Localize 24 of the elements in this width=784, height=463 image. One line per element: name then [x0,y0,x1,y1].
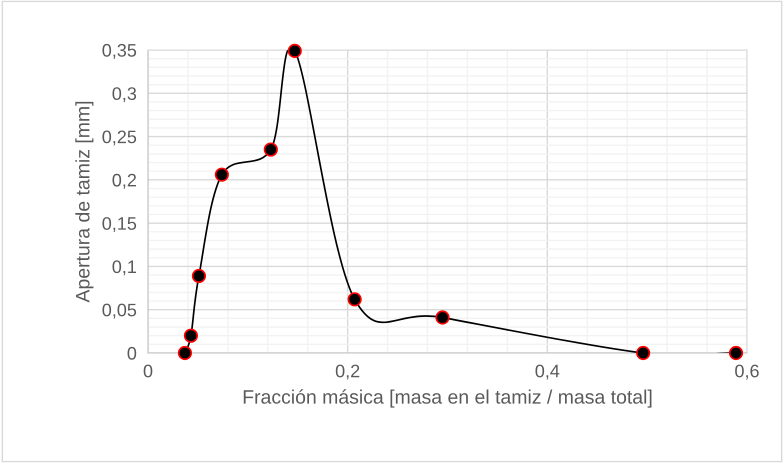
point [192,268,206,284]
y-tick-label: 0,3 [112,87,136,102]
x-tick-label: 0,4 [535,364,560,380]
y-tick-label: 0,35 [102,44,136,59]
y-tick-label: 0,25 [102,130,136,146]
point [728,346,744,360]
point [288,44,302,58]
y-tick-label: 0,1 [112,260,136,276]
point [435,310,450,325]
x-axis-title: Fracción másica [masa en el tamiz / masa total] [244,389,652,408]
point [636,346,650,360]
y-tick-label: 0,05 [102,304,136,319]
y-axis-title: Apertura de tamiz [mm] [75,102,94,302]
y-tick-label: 0,15 [102,217,136,232]
point [184,328,198,343]
x-tick-label: 0,2 [336,364,360,380]
x-tick-label: 0 [144,364,152,378]
x-tick-label: 0,6 [735,364,759,380]
y-tick-label: 0 [128,346,136,360]
point [178,346,192,360]
point [264,142,278,157]
y-tick-label: 0,2 [112,174,136,189]
point [348,292,362,306]
point [214,168,229,182]
